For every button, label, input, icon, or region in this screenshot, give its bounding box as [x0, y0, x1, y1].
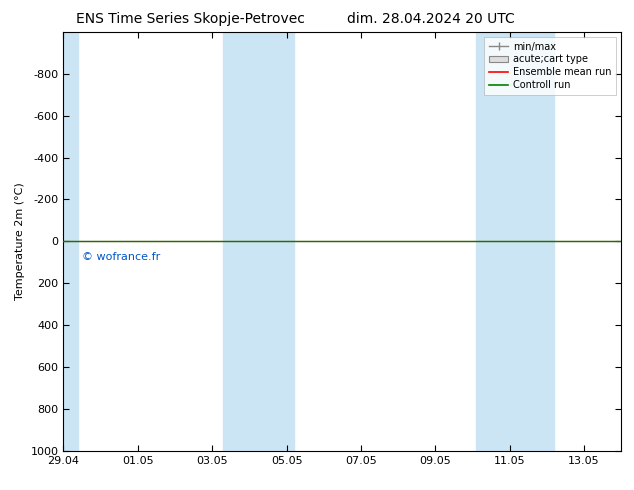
Text: ENS Time Series Skopje-Petrovec: ENS Time Series Skopje-Petrovec: [75, 12, 305, 26]
Bar: [476, 32, 554, 451]
Y-axis label: Temperature 2m (°C): Temperature 2m (°C): [15, 182, 25, 300]
Legend: min/max, acute;cart type, Ensemble mean run, Controll run: min/max, acute;cart type, Ensemble mean …: [484, 37, 616, 95]
Text: © wofrance.fr: © wofrance.fr: [82, 252, 160, 262]
Bar: [61, 32, 78, 451]
Text: dim. 28.04.2024 20 UTC: dim. 28.04.2024 20 UTC: [347, 12, 515, 26]
Bar: [223, 32, 294, 451]
